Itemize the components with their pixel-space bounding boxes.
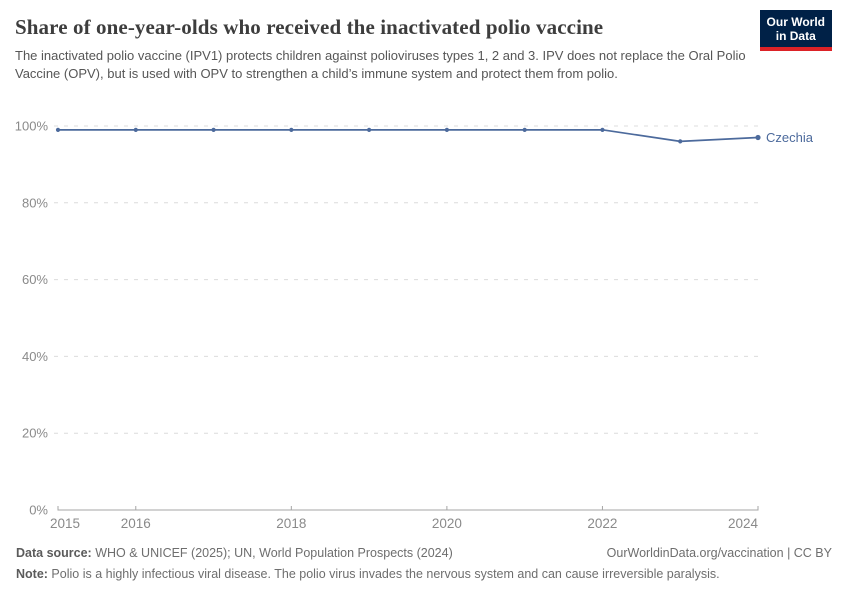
owid-logo[interactable]: Our World in Data: [759, 10, 832, 51]
y-tick-label: 60%: [22, 272, 48, 287]
note-label: Note:: [16, 567, 48, 581]
data-point[interactable]: [367, 127, 372, 132]
line-chart: 0% 20% 40% 60% 80% 100% 2015 2016 2018 2020 2022 20…: [0, 100, 850, 540]
chart-canvas: 0% 20% 40% 60% 80% 100% 2015 2016 2018 2020 2022 20…: [15, 119, 814, 532]
chart-subtitle: The inactivated polio vaccine (IPV1) pro…: [15, 48, 746, 81]
x-tick-label: 2020: [432, 516, 462, 531]
x-tick-label: 2016: [121, 516, 151, 531]
y-tick-label: 20%: [22, 426, 48, 441]
owid-logo-line1: Our World: [766, 15, 825, 29]
y-tick-label: 0%: [29, 503, 48, 518]
data-point[interactable]: [600, 127, 605, 132]
data-point[interactable]: [678, 139, 683, 144]
x-tick-label: 2018: [276, 516, 306, 531]
series-line: [58, 128, 759, 143]
x-tick-label: 2024: [728, 516, 759, 531]
data-point[interactable]: [133, 127, 138, 132]
data-point[interactable]: [211, 127, 216, 132]
entity-label[interactable]: Czechia: [766, 130, 814, 145]
note-line: Note: Polio is a highly infectious viral…: [16, 567, 720, 581]
chart-footer: Data source: WHO & UNICEF (2025); UN, Wo…: [16, 543, 832, 585]
data-source-line: Data source: WHO & UNICEF (2025); UN, Wo…: [16, 543, 453, 564]
x-axis: [57, 506, 759, 511]
chart-title: Share of one-year-olds who received the …: [15, 15, 604, 39]
y-tick-label: 80%: [22, 195, 48, 210]
data-point[interactable]: [755, 134, 761, 141]
y-tick-label: 40%: [22, 349, 48, 364]
data-source-label: Data source:: [16, 546, 92, 560]
attribution-link[interactable]: OurWorldinData.org/vaccination | CC BY: [606, 546, 832, 560]
data-point[interactable]: [289, 127, 294, 132]
data-point[interactable]: [55, 127, 61, 132]
x-tick-label: 2015: [50, 516, 80, 531]
y-tick-label: 100%: [15, 119, 49, 134]
note-text: Polio is a highly infectious viral disea…: [47, 567, 720, 581]
owid-logo-line2: in Data: [775, 29, 816, 43]
x-tick-label: 2022: [587, 516, 617, 531]
chart-header: Share of one-year-olds who received the …: [0, 0, 850, 82]
data-source-text: WHO & UNICEF (2025); UN, World Populatio…: [91, 546, 453, 560]
data-point[interactable]: [444, 127, 449, 132]
data-point[interactable]: [522, 127, 527, 132]
